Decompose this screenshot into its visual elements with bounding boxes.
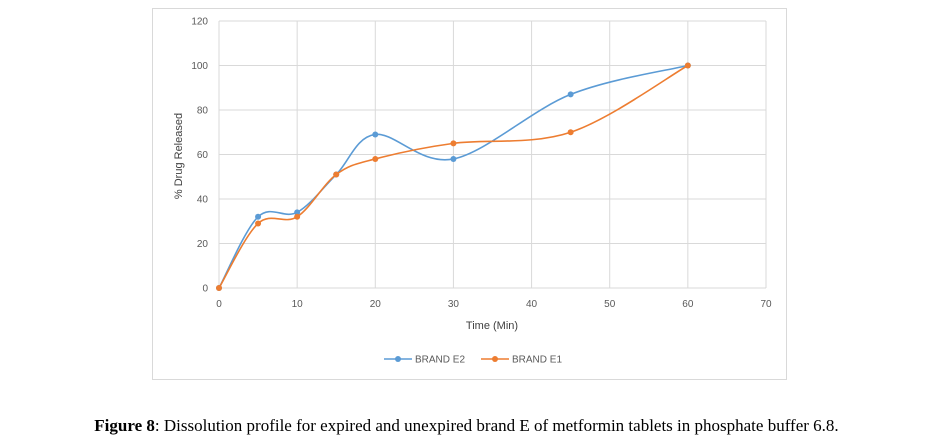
- x-tick-label: 60: [682, 299, 694, 310]
- caption-label: Figure 8: [94, 416, 155, 435]
- y-tick-label: 100: [191, 61, 208, 72]
- data-point: [372, 155, 379, 162]
- legend-marker: [395, 356, 401, 362]
- x-tick-label: 50: [604, 299, 616, 310]
- data-point: [450, 140, 457, 147]
- x-tick-label: 30: [448, 299, 460, 310]
- y-tick-label: 40: [197, 195, 209, 206]
- dissolution-chart: 0 20 40 60 80 100 120 0 10 20 30 40 50 60 70 % Drug Re…: [173, 17, 772, 366]
- x-tick-label: 70: [760, 299, 772, 310]
- legend: BRAND E2 BRAND E1: [384, 355, 562, 366]
- y-tick-label: 0: [202, 284, 208, 295]
- axis-layer: 0 20 40 60 80 100 120 0 10 20 30 40 50 60 70: [191, 17, 772, 311]
- x-tick-label: 20: [370, 299, 382, 310]
- data-point: [294, 213, 301, 220]
- legend-marker: [492, 356, 498, 362]
- series-layer: [216, 62, 691, 291]
- y-tick-label: 20: [197, 239, 209, 250]
- grid-layer: [218, 20, 767, 289]
- x-tick-label: 40: [526, 299, 538, 310]
- x-tick-label: 0: [216, 299, 222, 310]
- figure-caption: Figure 8: Dissolution profile for expire…: [0, 416, 933, 436]
- data-point: [333, 171, 340, 178]
- y-tick-label: 80: [197, 106, 209, 117]
- y-axis-title: % Drug Released: [173, 113, 185, 199]
- data-point: [450, 155, 457, 162]
- data-point: [255, 220, 262, 227]
- data-point: [567, 91, 574, 98]
- legend-label: BRAND E2: [415, 355, 465, 366]
- data-point: [372, 131, 379, 138]
- caption-text: : Dissolution profile for expired and un…: [154, 416, 839, 435]
- data-point: [567, 129, 574, 136]
- data-point: [216, 285, 222, 291]
- legend-label: BRAND E1: [512, 355, 562, 366]
- data-point: [294, 209, 301, 216]
- y-tick-label: 60: [197, 150, 209, 161]
- y-tick-label: 120: [191, 17, 208, 28]
- x-tick-label: 10: [292, 299, 304, 310]
- x-axis-title: Time (Min): [466, 320, 518, 332]
- data-point: [255, 213, 262, 220]
- data-point: [684, 62, 691, 69]
